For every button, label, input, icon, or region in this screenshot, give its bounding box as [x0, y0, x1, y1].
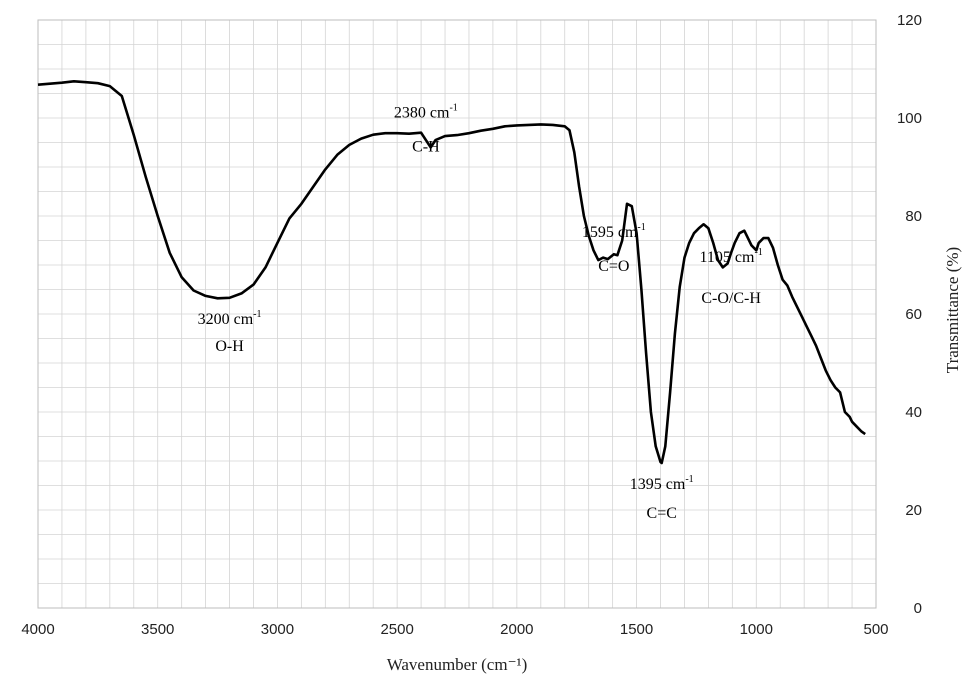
y-tick-label: 100 — [897, 110, 922, 127]
y-tick-label: 120 — [897, 12, 922, 29]
series-line — [37, 80, 866, 465]
x-tick-label: 3500 — [141, 621, 174, 638]
annotation-wavenumber: 1395 cm-1 — [630, 474, 694, 493]
y-axis-ticks: 0 20 40 60 80 100 120 — [897, 12, 922, 617]
x-axis-label: Wavenumber (cm⁻¹) — [387, 655, 528, 674]
y-axis-label: Transmittance (%) — [943, 247, 962, 373]
x-tick-label: 500 — [863, 621, 888, 638]
x-tick-label: 3000 — [261, 621, 294, 638]
y-tick-label: 80 — [905, 208, 922, 225]
x-tick-label: 2000 — [500, 621, 533, 638]
plot-frame — [37, 19, 877, 609]
annotation-wavenumber: 1595 cm-1 — [582, 222, 646, 241]
y-tick-label: 40 — [905, 404, 922, 421]
x-tick-label: 2500 — [380, 621, 413, 638]
y-tick-label: 0 — [914, 600, 922, 617]
y-tick-label: 60 — [905, 306, 922, 323]
annotations: 3200 cm-1 O-H 2380 cm-1 C-H 1595 cm-1 C=O 1395… — [198, 102, 763, 522]
y-tick-label: 20 — [905, 502, 922, 519]
x-tick-label: 4000 — [21, 621, 54, 638]
x-axis-ticks: 4000 3500 3000 2500 2000 1500 1000 500 — [21, 621, 888, 638]
annotation-bond: C=O — [598, 258, 629, 275]
annotation-bond: C=C — [647, 505, 677, 522]
annotation-wavenumber: 3200 cm-1 — [198, 309, 262, 328]
x-tick-label: 1000 — [740, 621, 773, 638]
annotation-wavenumber: 1105 cm-1 — [699, 247, 762, 266]
x-tick-label: 1500 — [620, 621, 653, 638]
annotation-bond: C-O/C-H — [701, 290, 761, 307]
annotation-bond: O-H — [215, 338, 244, 355]
annotation-bond: C-H — [412, 138, 440, 155]
annotation-wavenumber: 2380 cm-1 — [394, 102, 458, 121]
